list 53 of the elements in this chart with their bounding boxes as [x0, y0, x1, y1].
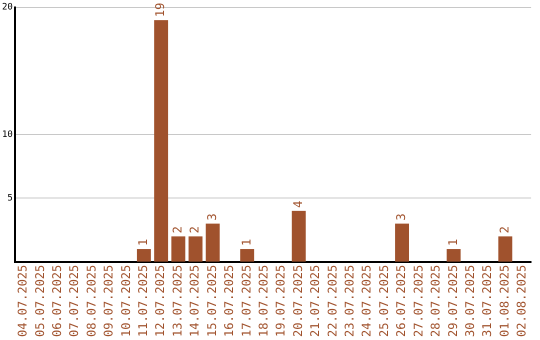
data-label: 2 [497, 226, 512, 234]
bar [188, 236, 202, 262]
data-label: 3 [204, 213, 219, 221]
bar [292, 210, 306, 262]
data-label: 1 [136, 238, 150, 246]
x-tick-label: 16.07.2025 [222, 264, 236, 338]
x-tick-label: 26.07.2025 [394, 264, 408, 338]
x-tick-label: 21.07.2025 [308, 264, 322, 338]
data-label: 2 [170, 226, 184, 234]
bar [154, 20, 168, 262]
x-tick-label: 29.07.2025 [446, 264, 460, 338]
x-tick-label: 22.07.2025 [325, 264, 340, 338]
data-label: 1 [446, 238, 460, 246]
x-tick-label: 18.07.2025 [256, 264, 270, 338]
x-tick-label: 20.07.2025 [290, 264, 305, 338]
x-tick-label: 12.07.2025 [153, 264, 168, 338]
x-tick-label: 31.07.2025 [480, 264, 494, 338]
bar [206, 224, 220, 262]
x-tick-label: 05.07.2025 [32, 264, 47, 338]
y-tick-label: 10 [2, 130, 13, 140]
x-tick-label: 23.07.2025 [342, 264, 357, 338]
data-label: 19 [153, 2, 168, 18]
x-tick-label: 13.07.2025 [170, 264, 184, 338]
y-tick-label: 20 [2, 2, 13, 13]
y-tick-label: 5 [7, 194, 13, 204]
data-label: 2 [188, 226, 202, 234]
x-tick-label: 27.07.2025 [411, 264, 426, 338]
x-tick-label: 10.07.2025 [118, 264, 133, 338]
data-label: 4 [290, 200, 305, 208]
x-tick-label: 15.07.2025 [204, 264, 219, 338]
x-tick-label: 30.07.2025 [463, 264, 477, 338]
x-tick-label: 11.07.2025 [136, 264, 150, 338]
bar [395, 224, 410, 262]
x-tick-label: 28.07.2025 [428, 264, 443, 338]
x-tick-label: 17.07.2025 [239, 264, 254, 338]
bar [240, 249, 254, 262]
bar [446, 249, 461, 262]
x-tick-label: 14.07.2025 [188, 264, 202, 338]
x-tick-label: 02.08.2025 [514, 264, 529, 338]
x-tick-label: 01.08.2025 [497, 264, 512, 338]
bar [171, 236, 186, 262]
data-label: 1 [239, 238, 254, 246]
x-tick-label: 09.07.2025 [102, 264, 116, 338]
x-tick-label: 24.07.2025 [360, 264, 374, 338]
x-tick-label: 07.07.2025 [67, 264, 82, 338]
x-tick-label: 25.07.2025 [376, 264, 391, 338]
x-tick-label: 04.07.2025 [16, 264, 30, 338]
data-label: 3 [394, 213, 408, 221]
x-tick-label: 19.07.2025 [274, 264, 288, 338]
x-tick-label: 06.07.2025 [50, 264, 64, 338]
bar [498, 236, 512, 262]
bar [136, 249, 151, 262]
x-tick-label: 08.07.2025 [84, 264, 98, 338]
